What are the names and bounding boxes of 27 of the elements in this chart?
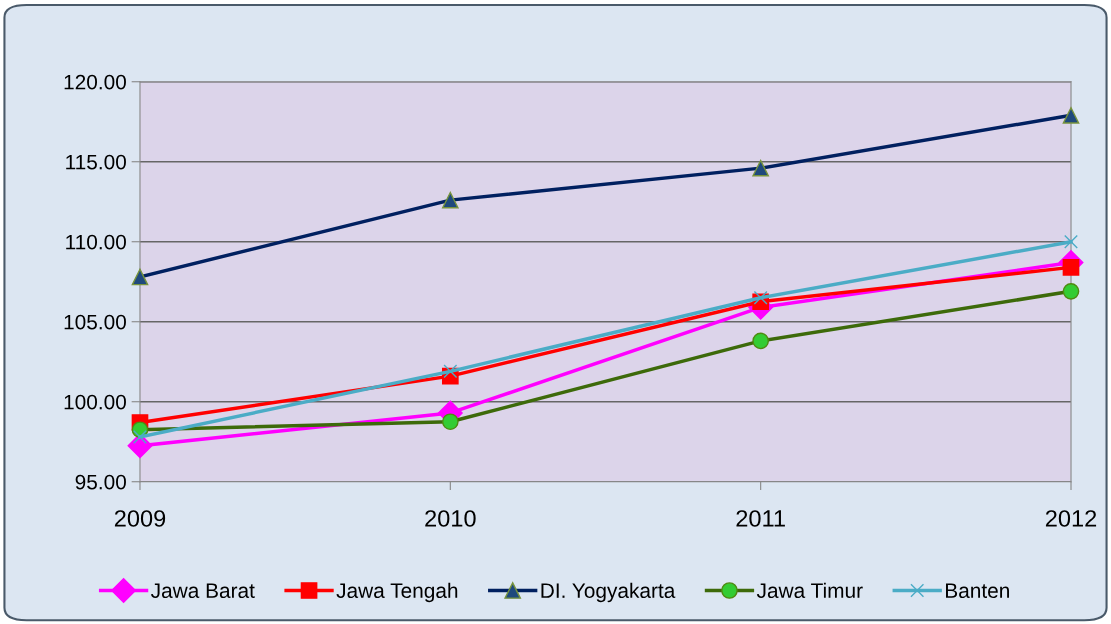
y-tick-label: 95.00 [75, 474, 126, 490]
point [1062, 283, 1080, 300]
y-tick-label: 120.00 [64, 74, 126, 90]
y-tick-label: 100.00 [64, 394, 126, 410]
point [753, 290, 768, 305]
point [1062, 259, 1080, 276]
y-tick-label: 115.00 [66, 154, 126, 170]
point [441, 191, 459, 209]
point [1062, 107, 1080, 124]
legend-label: Jawa Barat [151, 583, 255, 599]
point [752, 332, 769, 350]
legend-label: DI. Yogyakarta [541, 582, 676, 603]
legend-label: Jawa Tengah [336, 582, 458, 603]
point [752, 159, 769, 177]
legend-label: Banten [946, 583, 1009, 599]
point [1064, 234, 1078, 249]
x-tick-label: 2012 [1045, 510, 1097, 527]
x-tick-label: 2011 [736, 510, 785, 527]
point [443, 364, 458, 379]
y-tick-label: 105.00 [64, 314, 126, 330]
x-tick-label: 2010 [425, 510, 476, 527]
y-tick-label: 110.00 [66, 234, 126, 250]
point [133, 429, 147, 444]
legend-label: Jawa Timur [756, 582, 863, 599]
point [131, 268, 149, 286]
point [441, 413, 459, 431]
x-tick-label: 2009 [114, 510, 166, 527]
